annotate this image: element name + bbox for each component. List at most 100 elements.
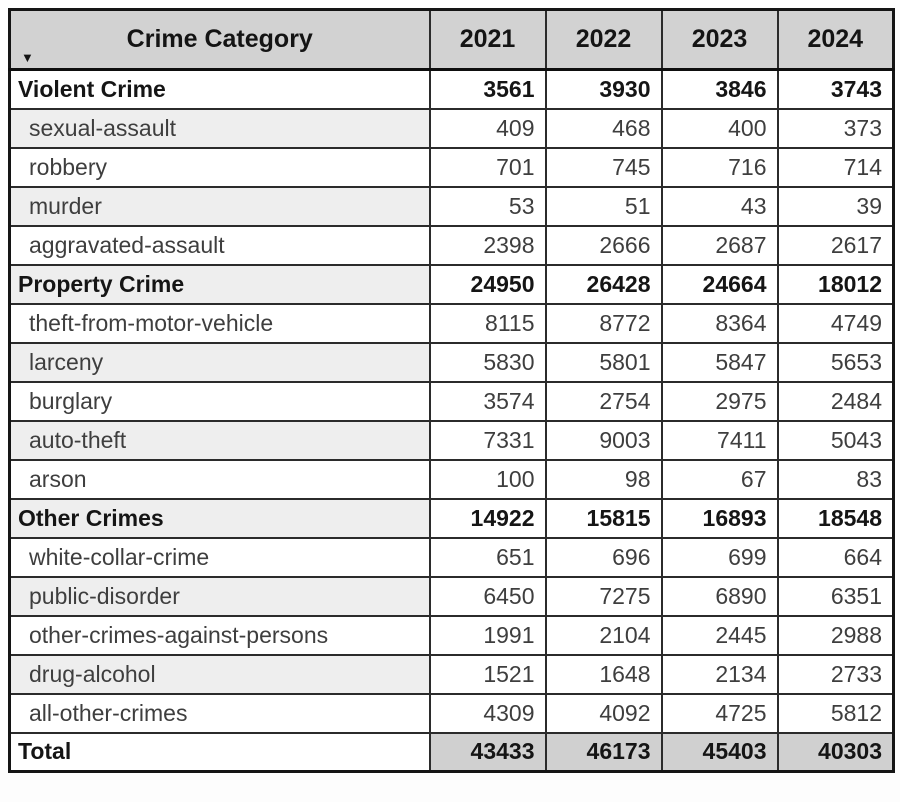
value-cell[interactable]: 39 xyxy=(776,185,895,227)
value-cell[interactable]: 2754 xyxy=(544,380,663,422)
value-cell[interactable]: 24950 xyxy=(428,263,547,305)
row-label-cell[interactable]: all-other-crimes xyxy=(8,692,431,734)
value-cell[interactable]: 4749 xyxy=(776,302,895,344)
column-header-year[interactable]: 2023 xyxy=(660,8,779,71)
value-cell[interactable]: 3930 xyxy=(544,68,663,110)
value-cell[interactable]: 2617 xyxy=(776,224,895,266)
value-cell[interactable]: 1521 xyxy=(428,653,547,695)
value-cell[interactable]: 7275 xyxy=(544,575,663,617)
value-cell[interactable]: 18548 xyxy=(776,497,895,539)
row-label-cell[interactable]: theft-from-motor-vehicle xyxy=(8,302,431,344)
value-cell[interactable]: 5812 xyxy=(776,692,895,734)
value-cell[interactable]: 67 xyxy=(660,458,779,500)
column-header-crime-category[interactable]: Crime Category ▼ xyxy=(8,8,431,71)
row-label-cell[interactable]: larceny xyxy=(8,341,431,383)
row-label-cell[interactable]: white-collar-crime xyxy=(8,536,431,578)
column-header-year[interactable]: 2022 xyxy=(544,8,663,71)
value-cell[interactable]: 43433 xyxy=(428,731,547,773)
value-cell[interactable]: 2687 xyxy=(660,224,779,266)
value-cell[interactable]: 4725 xyxy=(660,692,779,734)
value-cell[interactable]: 716 xyxy=(660,146,779,188)
value-cell[interactable]: 664 xyxy=(776,536,895,578)
value-cell[interactable]: 45403 xyxy=(660,731,779,773)
value-cell[interactable]: 701 xyxy=(428,146,547,188)
row-label-cell[interactable]: public-disorder xyxy=(8,575,431,617)
value-cell[interactable]: 468 xyxy=(544,107,663,149)
row-label-cell[interactable]: Total xyxy=(8,731,431,773)
value-cell[interactable]: 2104 xyxy=(544,614,663,656)
value-cell[interactable]: 400 xyxy=(660,107,779,149)
row-label-cell[interactable]: aggravated-assault xyxy=(8,224,431,266)
row-label-cell[interactable]: murder xyxy=(8,185,431,227)
row-label-cell[interactable]: other-crimes-against-persons xyxy=(8,614,431,656)
value-cell[interactable]: 26428 xyxy=(544,263,663,305)
column-header-year[interactable]: 2021 xyxy=(428,8,547,71)
value-cell[interactable]: 6351 xyxy=(776,575,895,617)
row-label-cell[interactable]: Violent Crime xyxy=(8,68,431,110)
value-cell[interactable]: 5830 xyxy=(428,341,547,383)
value-cell[interactable]: 2988 xyxy=(776,614,895,656)
value-cell[interactable]: 4092 xyxy=(544,692,663,734)
value-cell[interactable]: 2666 xyxy=(544,224,663,266)
value-cell[interactable]: 696 xyxy=(544,536,663,578)
value-cell[interactable]: 373 xyxy=(776,107,895,149)
value-cell[interactable]: 2445 xyxy=(660,614,779,656)
value-cell[interactable]: 8115 xyxy=(428,302,547,344)
value-cell[interactable]: 18012 xyxy=(776,263,895,305)
value-cell[interactable]: 2975 xyxy=(660,380,779,422)
row-label-cell[interactable]: Other Crimes xyxy=(8,497,431,539)
value-cell[interactable]: 2733 xyxy=(776,653,895,695)
value-cell[interactable]: 100 xyxy=(428,458,547,500)
table-row: all-other-crimes 4309 4092 4725 5812 xyxy=(8,692,895,734)
value-cell[interactable]: 3574 xyxy=(428,380,547,422)
value-cell[interactable]: 699 xyxy=(660,536,779,578)
value-cell[interactable]: 5043 xyxy=(776,419,895,461)
value-cell[interactable]: 16893 xyxy=(660,497,779,539)
column-header-year[interactable]: 2024 xyxy=(776,8,895,71)
value-cell[interactable]: 1648 xyxy=(544,653,663,695)
row-label-cell[interactable]: arson xyxy=(8,458,431,500)
row-label-cell[interactable]: sexual-assault xyxy=(8,107,431,149)
value-cell[interactable]: 53 xyxy=(428,185,547,227)
value-cell[interactable]: 14922 xyxy=(428,497,547,539)
row-label-cell[interactable]: auto-theft xyxy=(8,419,431,461)
row-label-cell[interactable]: robbery xyxy=(8,146,431,188)
value-cell[interactable]: 6450 xyxy=(428,575,547,617)
value-cell[interactable]: 98 xyxy=(544,458,663,500)
value-cell[interactable]: 409 xyxy=(428,107,547,149)
value-cell[interactable]: 714 xyxy=(776,146,895,188)
value-cell[interactable]: 9003 xyxy=(544,419,663,461)
value-cell[interactable]: 4309 xyxy=(428,692,547,734)
value-cell[interactable]: 15815 xyxy=(544,497,663,539)
value-cell[interactable]: 46173 xyxy=(544,731,663,773)
value-cell[interactable]: 51 xyxy=(544,185,663,227)
value-cell[interactable]: 8772 xyxy=(544,302,663,344)
value-cell[interactable]: 8364 xyxy=(660,302,779,344)
value-cell[interactable]: 3846 xyxy=(660,68,779,110)
value-cell[interactable]: 6890 xyxy=(660,575,779,617)
value-cell[interactable]: 5801 xyxy=(544,341,663,383)
value-cell[interactable]: 745 xyxy=(544,146,663,188)
sort-dropdown-icon[interactable]: ▼ xyxy=(21,50,34,65)
crime-matrix-table: Crime Category ▼ 2021 2022 2023 2024 Violen… xyxy=(8,8,895,773)
value-cell[interactable]: 24664 xyxy=(660,263,779,305)
value-cell[interactable]: 83 xyxy=(776,458,895,500)
row-label-cell[interactable]: burglary xyxy=(8,380,431,422)
value-cell[interactable]: 43 xyxy=(660,185,779,227)
value-cell[interactable]: 5653 xyxy=(776,341,895,383)
table-row: Total 43433 46173 45403 40303 xyxy=(8,731,895,773)
value-cell[interactable]: 2134 xyxy=(660,653,779,695)
value-cell[interactable]: 3561 xyxy=(428,68,547,110)
value-cell[interactable]: 3743 xyxy=(776,68,895,110)
value-cell[interactable]: 2398 xyxy=(428,224,547,266)
table-row: auto-theft 7331 9003 7411 5043 xyxy=(8,419,895,461)
value-cell[interactable]: 2484 xyxy=(776,380,895,422)
value-cell[interactable]: 5847 xyxy=(660,341,779,383)
value-cell[interactable]: 1991 xyxy=(428,614,547,656)
value-cell[interactable]: 40303 xyxy=(776,731,895,773)
value-cell[interactable]: 7411 xyxy=(660,419,779,461)
value-cell[interactable]: 651 xyxy=(428,536,547,578)
row-label-cell[interactable]: Property Crime xyxy=(8,263,431,305)
row-label-cell[interactable]: drug-alcohol xyxy=(8,653,431,695)
value-cell[interactable]: 7331 xyxy=(428,419,547,461)
